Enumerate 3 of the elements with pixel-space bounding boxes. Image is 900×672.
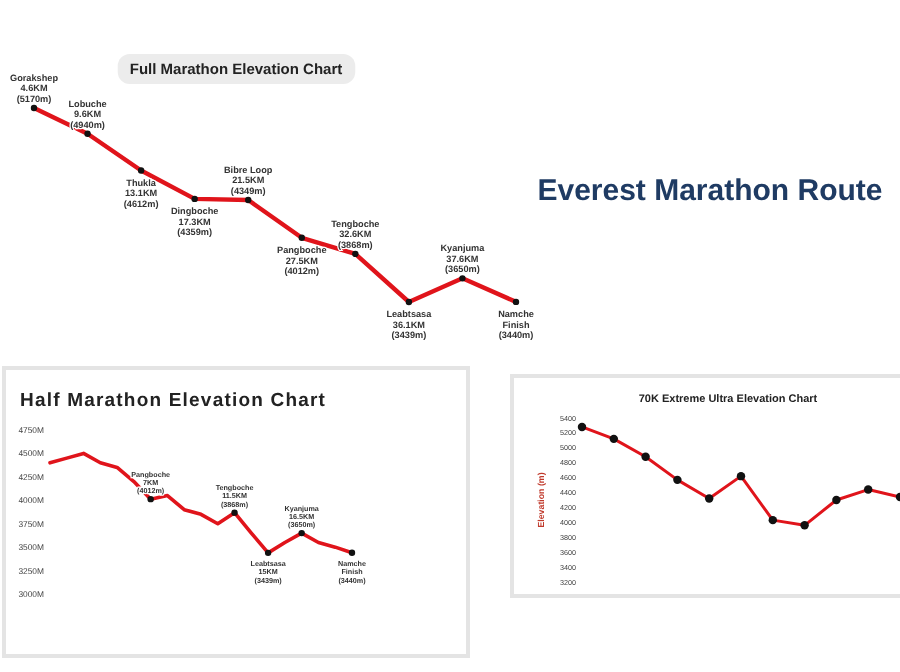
chart-title: Half Marathon Elevation Chart [20, 390, 327, 412]
text: Everest Marathon Route [537, 174, 883, 208]
line-series [48, 451, 356, 557]
